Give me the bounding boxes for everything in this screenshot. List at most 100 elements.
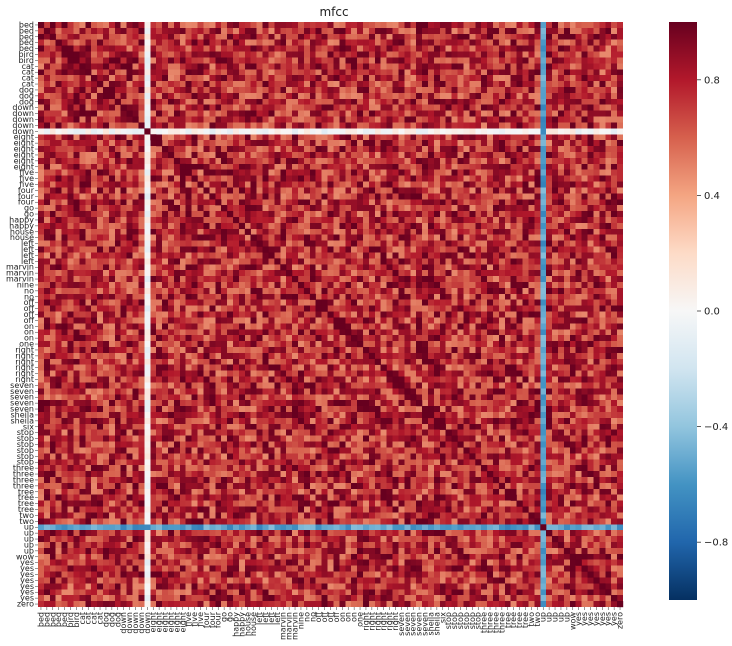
- x-tick-label: five: [184, 612, 193, 627]
- x-tick-label: seven: [397, 612, 406, 636]
- y-tick-label: bed: [19, 26, 34, 35]
- y-tick-label: two: [19, 511, 34, 520]
- diagonal-cell: [581, 565, 588, 572]
- diagonal-cell: [292, 276, 299, 283]
- y-tick-label: dog: [19, 85, 34, 94]
- x-tick-label: yes: [598, 612, 607, 626]
- diagonal-cell: [368, 352, 376, 360]
- x-tick-label: four: [202, 611, 211, 628]
- x-tick-label: up: [562, 612, 571, 622]
- y-tick-label: up: [24, 535, 34, 544]
- x-tick-label: off: [332, 612, 341, 623]
- diagonal-cell: [469, 453, 476, 460]
- diagonal-cell: [303, 287, 311, 295]
- x-tick-label: yes: [610, 612, 619, 626]
- diagonal-cell: [404, 388, 411, 395]
- y-tick-label: yes: [20, 564, 34, 573]
- diagonal-cell: [91, 75, 98, 82]
- x-tick-label: house: [243, 612, 252, 636]
- diagonal-cell: [504, 488, 511, 495]
- y-tick-label: bed: [19, 20, 34, 29]
- y-tick-label: down: [12, 109, 34, 118]
- y-tick-label: yes: [20, 558, 34, 567]
- colorbar-tick-label: 0.0: [704, 307, 720, 318]
- x-tick-label: tree: [521, 612, 530, 628]
- diagonal-cell: [197, 181, 204, 188]
- x-tick-label: seven: [421, 612, 430, 636]
- x-tick-label: down: [119, 612, 128, 634]
- y-tick-label: off: [24, 298, 35, 307]
- x-tick-label: cat: [84, 612, 93, 624]
- y-tick-label: go: [24, 210, 34, 219]
- y-tick-label: five: [19, 174, 34, 183]
- y-tick-label: marvin: [6, 275, 34, 284]
- x-tick-label: eight: [161, 612, 170, 632]
- y-tick-label: dog: [19, 97, 34, 106]
- y-tick-label: no: [24, 292, 34, 301]
- x-tick-label: on: [344, 612, 353, 622]
- x-tick-label: off: [314, 612, 323, 623]
- x-tick-label: one: [356, 612, 365, 627]
- y-tick-label: right: [15, 351, 34, 360]
- diagonal-cell: [457, 441, 464, 448]
- diagonal-cell: [528, 512, 535, 519]
- y-tick-label: tree: [18, 493, 34, 502]
- diagonal-cell: [357, 341, 364, 348]
- diagonal-cell: [250, 234, 257, 241]
- diagonal-cell: [552, 536, 559, 543]
- y-tick-label: seven: [10, 381, 34, 390]
- colorbar-tick-label: −0.4: [704, 422, 728, 433]
- diagonal-cell: [321, 305, 328, 312]
- diagonal-cell: [268, 252, 275, 259]
- diagonal-cell: [433, 417, 441, 425]
- y-tick-label: seven: [10, 387, 34, 396]
- diagonal-cell: [392, 376, 399, 383]
- y-tick-label: off: [24, 304, 35, 313]
- diagonal-cell: [386, 370, 393, 377]
- diagonal-cell: [156, 140, 163, 147]
- y-tick-label: marvin: [6, 263, 34, 272]
- x-tick-label: left: [273, 612, 282, 625]
- diagonal-cell: [286, 270, 293, 277]
- diagonal-cell: [410, 394, 417, 401]
- y-tick-label: tree: [18, 499, 34, 508]
- y-tick-label: four: [18, 198, 35, 207]
- x-tick-label: two: [533, 612, 542, 627]
- x-tick-label: eight: [149, 612, 158, 632]
- diagonal-cell: [79, 63, 86, 70]
- diagonal-cell: [380, 364, 387, 371]
- y-tick-label: left: [21, 245, 34, 254]
- x-tick-label: up: [551, 612, 560, 622]
- x-tick-label: go: [220, 612, 229, 622]
- diagonal-cell: [144, 128, 151, 135]
- x-tick-label: up: [545, 612, 554, 622]
- diagonal-cell: [61, 45, 68, 52]
- diagonal-cell: [575, 559, 582, 566]
- colorbar-tick-label: −0.8: [704, 538, 728, 549]
- x-tick-label: marvin: [279, 612, 288, 640]
- x-tick-label: eight: [178, 612, 187, 632]
- y-tick-label: on: [24, 328, 34, 337]
- y-tick-label: down: [12, 103, 34, 112]
- y-tick-label: cat: [22, 80, 34, 89]
- diagonal-cell: [493, 477, 500, 484]
- y-tick-label: happy: [9, 221, 34, 230]
- y-tick-label: yes: [20, 570, 34, 579]
- y-tick-label: up: [24, 529, 34, 538]
- diagonal-cell: [599, 583, 606, 590]
- diagonal-cell: [38, 22, 45, 29]
- diagonal-cell: [97, 81, 104, 88]
- y-tick-label: bird: [18, 56, 34, 65]
- diagonal-cell: [256, 240, 263, 247]
- x-tick-label: no: [308, 612, 317, 622]
- x-tick-label: right: [367, 612, 376, 631]
- y-tick-label: three: [13, 470, 34, 479]
- diagonal-cell: [209, 193, 216, 200]
- y-tick-label: eight: [14, 150, 34, 159]
- x-tick-label: dog: [107, 612, 116, 627]
- y-tick-label: off: [24, 316, 35, 325]
- x-tick-label: bed: [36, 612, 45, 627]
- x-tick-label: stop: [462, 612, 471, 629]
- x-tick-label: three: [480, 612, 489, 633]
- diagonal-cell: [262, 246, 269, 253]
